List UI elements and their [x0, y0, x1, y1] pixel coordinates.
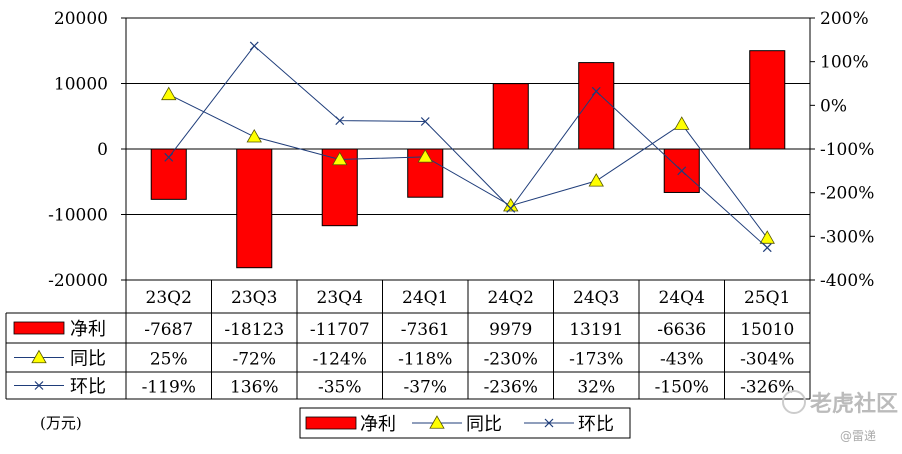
yoy-point-24Q1 — [417, 149, 433, 163]
watermark-author: @雷递 — [840, 429, 877, 443]
yoy-point-23Q3 — [246, 128, 262, 143]
table-cell: 136% — [230, 378, 279, 398]
series-name: 环比 — [70, 377, 106, 398]
table-cell: -118% — [398, 350, 452, 370]
category-label: 24Q1 — [402, 288, 448, 308]
legend: 净利 同比 环比 — [299, 407, 631, 439]
line-series — [161, 41, 775, 253]
table-cell: 25% — [150, 350, 188, 370]
table-cell: 9979 — [489, 320, 532, 340]
table-cell: 13191 — [569, 320, 623, 340]
bar-24Q2 — [492, 83, 529, 150]
qoq-point-24Q4 — [677, 166, 687, 176]
watermark-brand: 老虎社区 — [782, 386, 898, 418]
tiger-logo-icon — [782, 390, 806, 414]
right-tick-label: -100% — [820, 140, 874, 160]
table-cell: -304% — [740, 350, 794, 370]
gridlines — [126, 17, 810, 281]
left-axis: 20000 10000 0 -10000 -20000 — [48, 9, 126, 291]
right-tick-label: -200% — [820, 184, 874, 204]
yoy-point-24Q4 — [674, 116, 690, 130]
series-name: 同比 — [70, 349, 106, 370]
right-axis: 200% 100% 0% -100% -200% -300% -400% — [810, 9, 874, 291]
legend-label: 同比 — [466, 414, 502, 435]
yoy-point-23Q2 — [161, 86, 177, 101]
table-cell: -230% — [484, 350, 538, 370]
bar-24Q3 — [578, 62, 615, 150]
data-table: 23Q2 23Q3 23Q4 24Q1 24Q2 24Q3 24Q4 25Q1 净利 -7687 -… — [5, 279, 811, 400]
qoq-point-25Q1 — [762, 243, 772, 253]
table-cell: -18123 — [224, 320, 284, 340]
table-cell: -7687 — [144, 320, 193, 340]
table-cell: -43% — [660, 350, 704, 370]
table-row-qoq: 环比 -119% 136% -35% -37% -236% 32% -150% -326% — [14, 377, 794, 398]
table-row-net-profit: 净利 -7687 -18123 -11707 -7361 9979 13191 -6636 15… — [13, 319, 794, 340]
legend-label: 净利 — [360, 414, 396, 435]
category-label: 24Q4 — [659, 288, 705, 308]
table-cell: -124% — [313, 350, 367, 370]
table-cell: -72% — [232, 350, 276, 370]
series-name: 净利 — [70, 319, 106, 340]
qoq-point-24Q2 — [506, 203, 516, 213]
legend-swatch — [305, 416, 357, 430]
left-tick-label: 0 — [97, 140, 108, 160]
yoy-point-25Q1 — [759, 230, 775, 244]
legend-item-yoy: 同比 — [412, 414, 502, 435]
table-cell: -173% — [569, 350, 623, 370]
category-label: 25Q1 — [744, 288, 790, 308]
right-tick-label: 200% — [820, 9, 869, 29]
table-cell: -236% — [484, 378, 538, 398]
table-row-yoy: 同比 25% -72% -124% -118% -230% -173% -43% -304% — [14, 349, 794, 370]
left-tick-label: 10000 — [54, 75, 108, 95]
table-cell: -11707 — [310, 320, 370, 340]
category-label: 23Q3 — [231, 288, 277, 308]
legend-key-triangle — [31, 349, 47, 364]
yoy-point-23Q4 — [332, 151, 348, 166]
left-tick-label: -20000 — [48, 271, 108, 291]
table-cell: -119% — [142, 378, 196, 398]
table-cell: -6636 — [657, 320, 706, 340]
category-label: 23Q2 — [146, 288, 192, 308]
table-cell: -35% — [318, 378, 362, 398]
right-tick-label: -300% — [820, 227, 874, 247]
table-cell: -326% — [740, 378, 794, 398]
qoq-point-23Q3 — [249, 41, 259, 51]
legend-label: 环比 — [578, 414, 614, 435]
legend-key-x — [34, 381, 44, 390]
right-tick-label: 0% — [820, 96, 847, 116]
legend-item-qoq: 环比 — [524, 414, 614, 435]
legend-marker-triangle — [429, 415, 445, 429]
qoq-point-24Q3 — [591, 86, 601, 96]
table-cell: 32% — [577, 378, 615, 398]
qoq-point-23Q4 — [335, 116, 345, 126]
bar-series — [150, 50, 786, 269]
bar-23Q3 — [236, 148, 273, 269]
table-cell: 15010 — [740, 320, 794, 340]
category-label: 23Q4 — [317, 288, 363, 308]
yoy-line — [168, 93, 768, 239]
qoq-point-23Q2 — [164, 152, 174, 162]
legend-marker-x — [544, 418, 554, 428]
right-tick-label: -400% — [820, 271, 874, 291]
category-label: 24Q2 — [488, 288, 534, 308]
table-cell: -37% — [403, 378, 447, 398]
left-tick-label: -10000 — [48, 206, 108, 226]
bar-25Q1 — [749, 50, 786, 150]
unit-label: (万元) — [40, 414, 82, 432]
category-label: 24Q3 — [573, 288, 619, 308]
yoy-point-24Q3 — [588, 173, 604, 187]
right-tick-label: 100% — [820, 53, 869, 73]
table-cell: -150% — [655, 378, 709, 398]
table-cell: -7361 — [401, 320, 450, 340]
legend-item-net-profit: 净利 — [305, 414, 396, 435]
qoq-line — [168, 45, 768, 249]
qoq-point-24Q1 — [420, 117, 430, 126]
legend-key-bar — [13, 321, 65, 335]
left-tick-label: 20000 — [54, 9, 108, 29]
